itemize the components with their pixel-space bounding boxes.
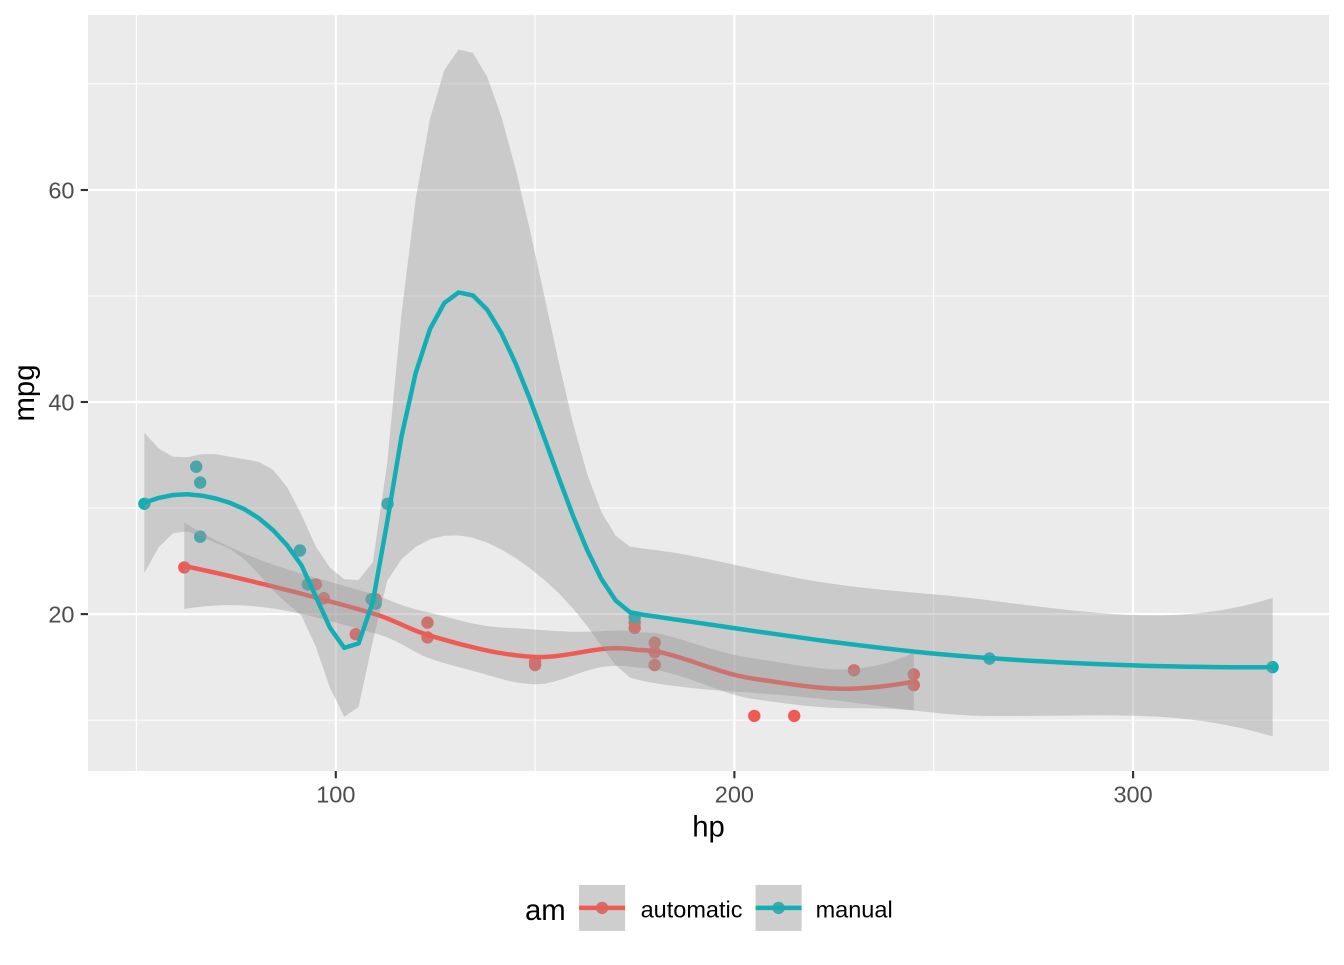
svg-text:hp: hp [692,810,725,843]
svg-text:am: am [525,894,566,927]
svg-text:300: 300 [1113,782,1152,808]
svg-text:200: 200 [715,782,754,808]
svg-text:manual: manual [816,897,893,923]
svg-text:100: 100 [316,782,355,808]
svg-text:20: 20 [48,602,74,628]
svg-text:40: 40 [48,389,74,415]
svg-text:automatic: automatic [641,897,743,923]
svg-text:mpg: mpg [8,365,41,422]
svg-text:60: 60 [48,177,74,203]
